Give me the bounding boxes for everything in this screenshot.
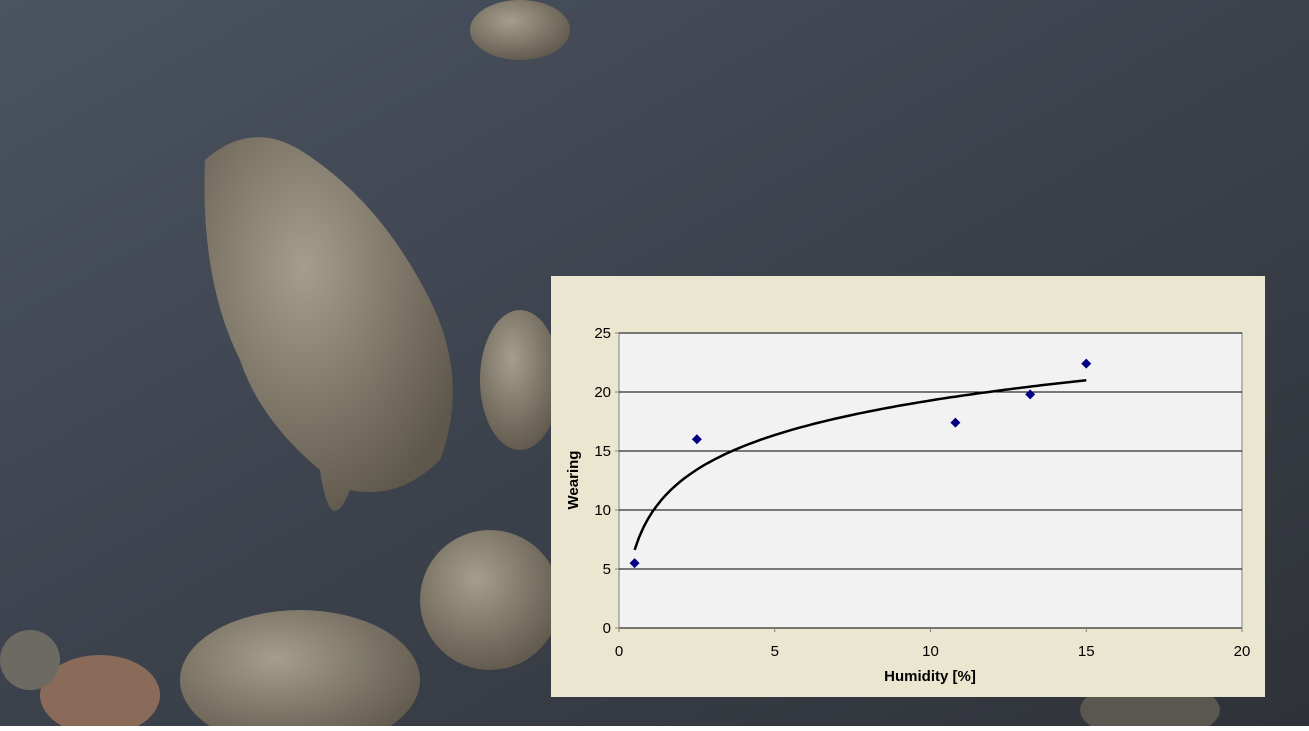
- y-tick-label: 0: [603, 620, 611, 637]
- x-tick-label: 20: [1234, 643, 1251, 660]
- y-axis-label: Wearing: [565, 451, 582, 510]
- y-tick-label: 15: [594, 443, 611, 460]
- x-tick-label: 10: [922, 643, 939, 660]
- y-tick-label: 10: [594, 502, 611, 519]
- y-tick-label: 5: [603, 561, 611, 578]
- y-tick-label: 20: [594, 384, 611, 401]
- x-tick-label: 15: [1078, 643, 1095, 660]
- plot-area: [619, 333, 1242, 628]
- x-tick-label: 5: [771, 643, 779, 660]
- x-tick-label: 0: [615, 643, 623, 660]
- y-tick-label: 25: [594, 325, 611, 342]
- x-axis-label: Humidity [%]: [884, 668, 976, 685]
- page: 0 5 10 15 20 25 0 5 10 15 20 Humidity [%] Wearing: [0, 0, 1309, 726]
